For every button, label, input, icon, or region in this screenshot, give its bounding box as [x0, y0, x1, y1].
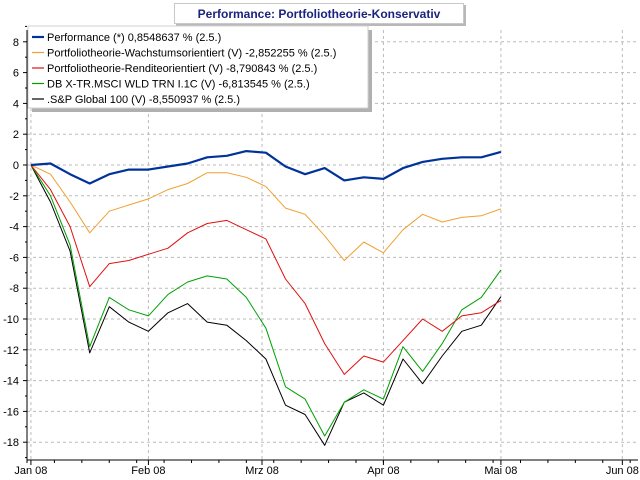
y-tick-label: -12 — [3, 345, 19, 357]
series-lines — [30, 150, 502, 446]
x-tick-label: Apr 08 — [367, 465, 399, 477]
y-tick-label: -16 — [3, 406, 19, 418]
y-tick-label: -8 — [9, 283, 19, 295]
x-tick-label: Mrz 08 — [245, 465, 279, 477]
legend-label: Portfoliotheorie-Renditeorientiert (V) -… — [47, 63, 317, 75]
legend: Performance (*) 0,8548637 % (2.5.) Portfo… — [27, 25, 372, 112]
y-tick-label: -18 — [3, 437, 19, 449]
y-tick-label: -14 — [3, 376, 19, 388]
legend-label: Performance (*) 0,8548637 % (2.5.) — [47, 32, 221, 44]
legend-label: Portfoliotheorie-Wachstumsorientiert (V)… — [47, 48, 336, 60]
y-tick-labels: 8 6 4 2 0 -2 -4 -6 -8 -10 -12 -14 -16 -18 — [3, 25, 27, 459]
x-tick-label: Mai 08 — [484, 465, 517, 477]
y-tick-label: -6 — [9, 252, 19, 264]
x-tick-label: Jan 08 — [14, 465, 47, 477]
series-line-4 — [30, 164, 502, 437]
x-tick-label: Jun 08 — [606, 465, 639, 477]
y-tick-label: 2 — [13, 129, 19, 141]
chart-title: Performance: Portfoliotheorie-Konservati… — [197, 6, 441, 21]
y-tick-label: 4 — [13, 98, 19, 110]
legend-box — [27, 25, 369, 109]
series-line-3 — [30, 164, 502, 375]
y-tick-label: -4 — [9, 222, 19, 234]
y-tick-label: -10 — [3, 314, 19, 326]
y-tick-label: 6 — [13, 68, 19, 80]
series-line-2 — [30, 164, 502, 261]
x-tick-label: Feb 08 — [131, 465, 165, 477]
legend-label: .S&P Global 100 (V) -8,550937 % (2.5.) — [47, 94, 240, 106]
series-line-1 — [30, 150, 502, 185]
y-tick-label: 8 — [13, 37, 19, 49]
x-tick-labels: Jan 08 Feb 08 Mrz 08 Apr 08 Mai 08 Jun 08 — [14, 460, 639, 477]
y-tick-label: 0 — [13, 160, 19, 172]
legend-label: DB X-TR.MSCI WLD TRN I.1C (V) -6,813545 … — [47, 79, 310, 91]
series-line-5 — [30, 164, 502, 446]
chart-title-box: Performance: Portfoliotheorie-Konservati… — [174, 3, 464, 24]
y-tick-label: -2 — [9, 191, 19, 203]
